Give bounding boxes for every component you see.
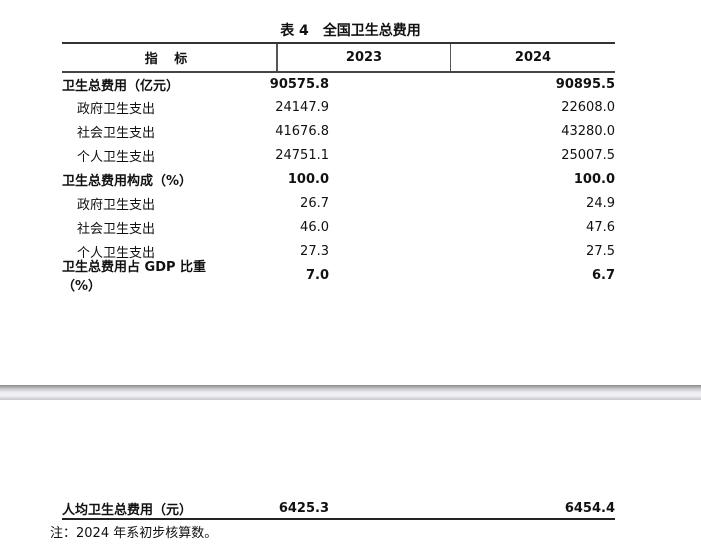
value-2024: 24.9 (586, 196, 615, 211)
table-note: 注：2024 年系初步核算数。 (50, 526, 218, 541)
value-2023: 24751.1 (275, 148, 329, 164)
table-row: 社会卫生支出 46.0 47.6 (62, 215, 615, 239)
table-row: 个人卫生支出 27.3 27.5 (62, 239, 615, 263)
page-break-separator (0, 385, 701, 400)
value-2023: 46.0 (300, 219, 329, 235)
header-2024: 2024 (514, 50, 552, 65)
table-row: 政府卫生支出 24147.9 22608.0 (62, 96, 615, 120)
row-label: 个人卫生支出 (77, 245, 156, 261)
value-2024: 100.0 (573, 172, 615, 188)
row-label: 卫生总费用（亿元） (62, 78, 180, 94)
table-row: 社会卫生支出 41676.8 43280.0 (62, 120, 615, 144)
header-indicator: 指 标 (62, 44, 278, 71)
value-2023: 24147.9 (275, 100, 329, 116)
value-2023: 41676.8 (275, 124, 329, 140)
value-2024: 27.5 (586, 243, 615, 259)
value-2023: 27.3 (300, 243, 329, 259)
table-title: 表 4 全国卫生总费用 (280, 23, 421, 39)
table-row: 卫生总费用占 GDP 比重（%） 7.0 6.7 (62, 260, 615, 294)
value-2024: 25007.5 (561, 148, 615, 164)
header-2023: 2023 (278, 44, 451, 71)
row-label: 个人卫生支出 (77, 150, 156, 166)
value-2023: 7.0 (305, 267, 329, 283)
table-row: 政府卫生支出 26.7 24.9 (62, 192, 615, 216)
table-bottom-rule (62, 518, 615, 520)
table-row-per-capita: 人均卫生总费用（元） 6425.3 6454.4 (62, 500, 615, 518)
value-2024: 6.7 (591, 267, 615, 283)
table-row: 卫生总费用（亿元） 90575.8 90895.5 (62, 72, 615, 96)
row-label: 社会卫生支出 (77, 126, 156, 142)
table-row: 卫生总费用构成（%） 100.0 100.0 (62, 168, 615, 192)
table-header: 指 标 2023 2024 (62, 42, 615, 73)
value-2023: 90575.8 (269, 76, 329, 92)
value-2024: 90895.5 (555, 76, 615, 92)
value-2024: 47.6 (586, 219, 615, 235)
value-2024: 43280.0 (561, 124, 615, 140)
row-label: 卫生总费用构成（%） (62, 174, 193, 190)
row-label: 卫生总费用占 GDP 比重（%） (62, 260, 207, 295)
row-label: 政府卫生支出 (77, 102, 156, 118)
value-2023: 100.0 (287, 172, 329, 188)
value-2023: 26.7 (300, 196, 329, 211)
row-label: 社会卫生支出 (77, 221, 156, 237)
table-row: 个人卫生支出 24751.1 25007.5 (62, 144, 615, 168)
value-2024: 22608.0 (561, 100, 615, 116)
row-label: 政府卫生支出 (77, 198, 156, 213)
